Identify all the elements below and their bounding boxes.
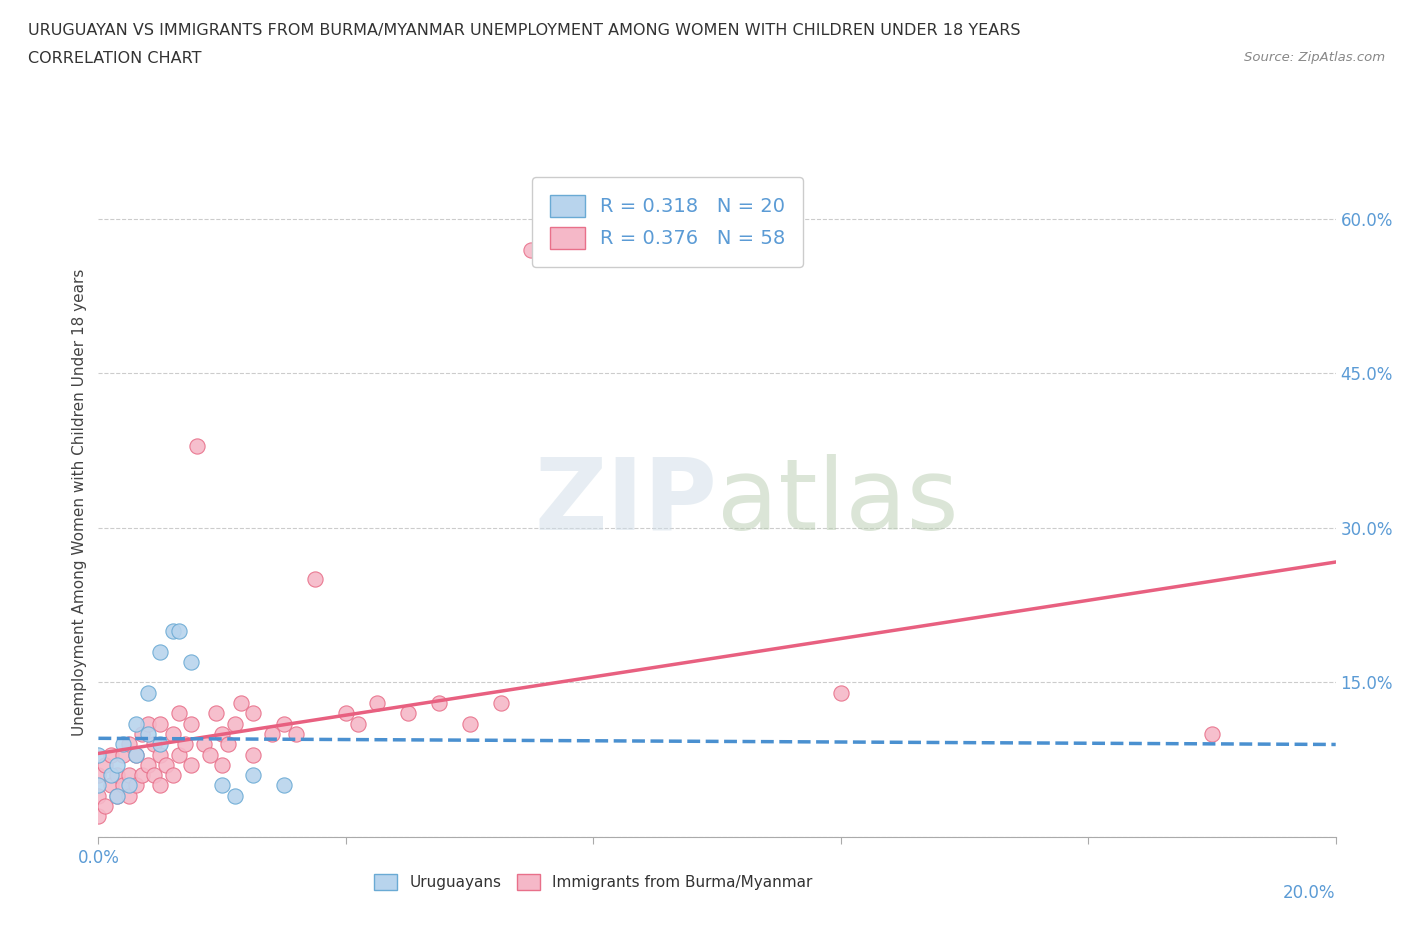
Point <box>87 778 110 793</box>
Point <box>285 726 308 741</box>
Point <box>136 757 159 772</box>
Point <box>118 768 141 783</box>
Point <box>93 799 115 814</box>
Point <box>100 778 122 793</box>
Point <box>143 737 166 751</box>
Point <box>131 768 153 783</box>
Point <box>211 778 233 793</box>
Point <box>87 747 110 762</box>
Point <box>198 747 221 762</box>
Point <box>124 778 146 793</box>
Point <box>205 706 228 721</box>
Point <box>1201 726 1223 741</box>
Point <box>118 737 141 751</box>
Point <box>105 789 128 804</box>
Text: Source: ZipAtlas.com: Source: ZipAtlas.com <box>1244 51 1385 64</box>
Point <box>242 706 264 721</box>
Point <box>105 768 128 783</box>
Point <box>87 768 110 783</box>
Point <box>180 716 202 731</box>
Point <box>149 737 172 751</box>
Point <box>131 726 153 741</box>
Point <box>100 747 122 762</box>
Text: 20.0%: 20.0% <box>1284 884 1336 902</box>
Point <box>489 696 512 711</box>
Point <box>273 778 295 793</box>
Text: ZIP: ZIP <box>534 454 717 551</box>
Point <box>105 789 128 804</box>
Point <box>167 747 190 762</box>
Point <box>335 706 357 721</box>
Point <box>136 685 159 700</box>
Point <box>155 757 177 772</box>
Point <box>124 747 146 762</box>
Point <box>136 726 159 741</box>
Point <box>224 716 246 731</box>
Point <box>180 757 202 772</box>
Point <box>242 768 264 783</box>
Point <box>118 778 141 793</box>
Point <box>124 747 146 762</box>
Point <box>366 696 388 711</box>
Point <box>347 716 370 731</box>
Point <box>211 757 233 772</box>
Point <box>149 778 172 793</box>
Point <box>143 768 166 783</box>
Point <box>87 789 110 804</box>
Point <box>100 768 122 783</box>
Point <box>112 737 135 751</box>
Point <box>273 716 295 731</box>
Text: CORRELATION CHART: CORRELATION CHART <box>28 51 201 66</box>
Point <box>87 809 110 824</box>
Point <box>149 716 172 731</box>
Point <box>93 757 115 772</box>
Point <box>149 644 172 659</box>
Point <box>304 572 326 587</box>
Point <box>162 768 184 783</box>
Point <box>149 747 172 762</box>
Point <box>427 696 450 711</box>
Point <box>229 696 252 711</box>
Point <box>167 706 190 721</box>
Y-axis label: Unemployment Among Women with Children Under 18 years: Unemployment Among Women with Children U… <box>72 269 87 736</box>
Point <box>118 789 141 804</box>
Point <box>105 757 128 772</box>
Legend: Uruguayans, Immigrants from Burma/Myanmar: Uruguayans, Immigrants from Burma/Myanma… <box>368 868 818 897</box>
Point <box>224 789 246 804</box>
Point <box>180 655 202 670</box>
Point <box>112 747 135 762</box>
Point <box>193 737 215 751</box>
Point <box>211 726 233 741</box>
Point <box>830 685 852 700</box>
Point <box>396 706 419 721</box>
Point <box>186 438 208 453</box>
Point <box>260 726 283 741</box>
Text: atlas: atlas <box>717 454 959 551</box>
Point <box>167 623 190 638</box>
Text: URUGUAYAN VS IMMIGRANTS FROM BURMA/MYANMAR UNEMPLOYMENT AMONG WOMEN WITH CHILDRE: URUGUAYAN VS IMMIGRANTS FROM BURMA/MYANM… <box>28 23 1021 38</box>
Point <box>217 737 239 751</box>
Point <box>520 243 543 258</box>
Point <box>162 726 184 741</box>
Point <box>458 716 481 731</box>
Point <box>136 716 159 731</box>
Point <box>124 716 146 731</box>
Point <box>174 737 197 751</box>
Point <box>112 778 135 793</box>
Point <box>162 623 184 638</box>
Point <box>242 747 264 762</box>
